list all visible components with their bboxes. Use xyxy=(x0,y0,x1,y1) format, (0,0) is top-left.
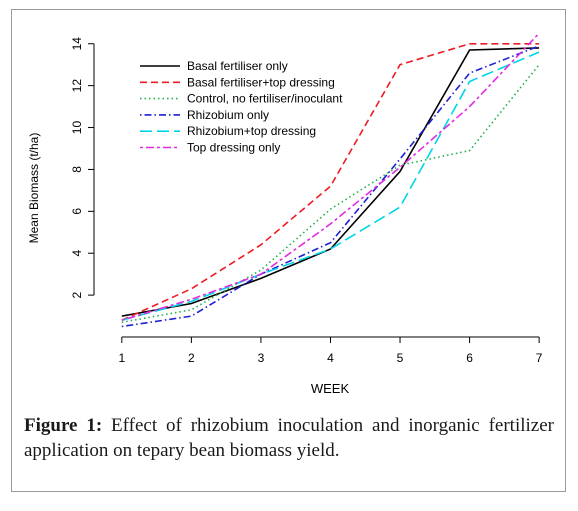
legend-label: Basal fertiliser only xyxy=(187,59,288,73)
legend-label: Control, no fertiliser/inoculant xyxy=(187,92,343,106)
figure-caption: Figure 1: Effect of rhizobium inoculatio… xyxy=(24,413,554,463)
legend-label: Rhizobium+top dressing xyxy=(187,124,316,138)
y-tick-label: 12 xyxy=(70,79,84,93)
x-tick-label: 5 xyxy=(397,351,404,365)
series-line-basal-fertiliser-top-dressing xyxy=(121,42,540,321)
x-tick-label: 4 xyxy=(327,351,334,365)
y-axis-ticks: 2 4 6 8 10 12 14 xyxy=(70,37,94,298)
figure-frame xyxy=(11,9,566,492)
y-tick-label: 10 xyxy=(70,121,84,135)
x-axis-label: WEEK xyxy=(311,381,350,396)
y-axis-label: Mean Biomass (t/ha) xyxy=(27,133,41,244)
series-line-rhizobium-top-dressing xyxy=(121,51,540,321)
y-tick-label: 4 xyxy=(70,250,84,257)
x-tick-label: 2 xyxy=(188,351,195,365)
figure-caption-label: Figure 1: xyxy=(24,415,103,436)
x-tick-label: 1 xyxy=(118,351,125,365)
series-line-control-no-fertiliser-inoculant xyxy=(121,64,540,324)
legend-label: Rhizobium only xyxy=(187,108,269,122)
series-line-rhizobium-only xyxy=(121,45,540,328)
figure-caption-text: Effect of rhizobium inoculation and inor… xyxy=(24,415,554,461)
series-line-basal-fertiliser-only xyxy=(121,47,540,317)
series-lines xyxy=(121,32,540,328)
y-tick-label: 2 xyxy=(70,291,84,298)
y-tick-label: 6 xyxy=(70,208,84,215)
y-tick-label: 14 xyxy=(70,37,84,51)
series-line-top-dressing-only xyxy=(121,32,540,321)
x-axis-ticks: 1 2 3 4 5 6 7 xyxy=(118,337,543,365)
x-tick-label: 7 xyxy=(536,351,543,365)
x-tick-label: 3 xyxy=(258,351,265,365)
y-tick-label: 8 xyxy=(70,166,84,173)
legend: Basal fertiliser only Basal fertiliser+to… xyxy=(140,59,343,155)
legend-label: Basal fertiliser+top dressing xyxy=(187,75,335,89)
legend-label: Top dressing only xyxy=(187,141,280,155)
x-tick-label: 6 xyxy=(466,351,473,365)
